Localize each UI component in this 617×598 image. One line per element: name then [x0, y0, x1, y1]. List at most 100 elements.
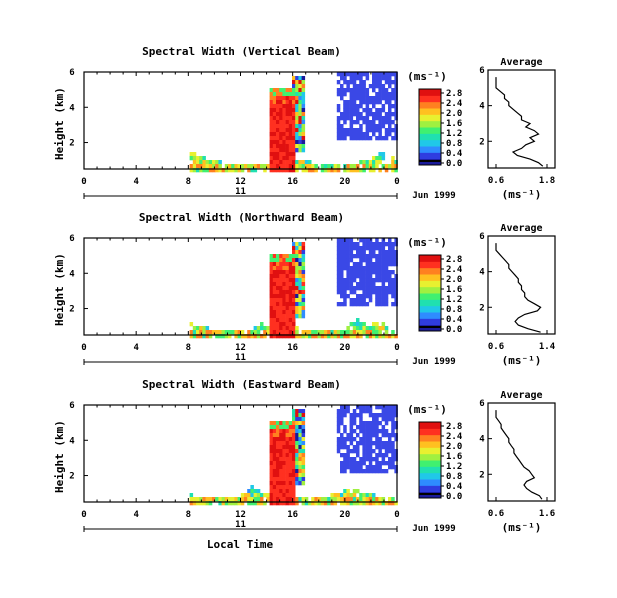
heatmap-cell — [189, 152, 194, 157]
heatmap-cell — [356, 270, 360, 275]
colorbar-segment — [419, 158, 441, 161]
colorbar-segment — [419, 426, 441, 429]
heatmap-cell — [272, 132, 277, 137]
heatmap-cell — [327, 330, 331, 335]
colorbar-segment — [419, 111, 441, 114]
heatmap-cell — [391, 429, 395, 434]
heatmap-cell — [362, 501, 366, 506]
heatmap-cell — [336, 421, 341, 426]
colorbar-tick-label: 2.4 — [446, 99, 463, 109]
heatmap-cell — [372, 270, 376, 275]
heatmap-cell — [189, 322, 194, 327]
heatmap-cell — [272, 88, 277, 93]
heatmap-cell — [192, 160, 197, 165]
heatmap-cell — [298, 274, 302, 279]
heatmap-cell — [269, 485, 274, 490]
heatmap-cell — [349, 465, 354, 470]
heatmap-cell — [288, 286, 293, 291]
heatmap-cell — [272, 477, 277, 482]
heatmap-cell — [253, 334, 258, 339]
heatmap-cell — [279, 96, 283, 101]
heatmap-cell — [288, 326, 293, 331]
heatmap-cell — [384, 429, 389, 434]
heatmap-cell — [375, 92, 379, 97]
heatmap-cell — [388, 433, 392, 438]
heatmap-cell — [336, 88, 341, 93]
heatmap-cell — [279, 461, 283, 466]
heatmap-cell — [384, 278, 389, 283]
heatmap-cell — [349, 278, 354, 283]
heatmap-cell — [391, 413, 395, 418]
heatmap-cell — [378, 278, 382, 283]
heatmap-cell — [276, 330, 280, 335]
heatmap-cell — [378, 262, 382, 267]
heatmap-cell — [381, 469, 386, 474]
heatmap-cell — [215, 334, 219, 339]
heatmap-cell — [301, 469, 306, 474]
heatmap-cell — [295, 278, 299, 283]
heatmap-cell — [372, 282, 376, 287]
heatmap-cell — [250, 168, 254, 173]
heatmap-cell — [372, 120, 376, 125]
heatmap-cell — [269, 326, 274, 331]
heatmap-cell — [362, 120, 366, 125]
heatmap-cell — [365, 421, 370, 426]
x-tick-label: 4 — [133, 510, 139, 520]
heatmap-cell — [330, 164, 334, 169]
heatmap-cell — [365, 100, 370, 105]
heatmap-cell — [272, 469, 277, 474]
heatmap-cell — [189, 493, 194, 498]
heatmap-cell — [343, 120, 347, 125]
heatmap-cell — [365, 433, 370, 438]
heatmap-cell — [301, 445, 306, 450]
heatmap-cell — [285, 501, 290, 506]
heatmap-cell — [288, 140, 293, 145]
heatmap-cell — [292, 168, 296, 173]
heatmap-cell — [279, 489, 283, 494]
heatmap-cell — [378, 437, 382, 442]
heatmap-cell — [205, 501, 210, 506]
heatmap-cell — [240, 334, 245, 339]
heatmap-cell — [295, 160, 299, 165]
heatmap-cell — [298, 306, 302, 311]
heatmap-cell — [298, 334, 302, 339]
heatmap-cell — [196, 168, 200, 173]
heatmap-cell — [365, 270, 370, 275]
heatmap-cell — [365, 425, 370, 430]
heatmap-cell — [324, 501, 328, 506]
heatmap-cell — [346, 334, 350, 339]
heatmap-cell — [346, 437, 350, 442]
heatmap-cell — [352, 80, 357, 85]
heatmap-cell — [365, 330, 370, 335]
colorbar-segment — [419, 125, 441, 128]
heatmap-cell — [388, 112, 392, 117]
heatmap-cell — [362, 92, 366, 97]
heatmap-cell — [343, 112, 347, 117]
heatmap-cell — [394, 421, 398, 426]
heatmap-cell — [288, 473, 293, 478]
heatmap-cell — [394, 258, 398, 263]
heatmap-cell — [279, 100, 283, 105]
colorbar-segment — [419, 300, 441, 303]
heatmap-cell — [346, 286, 350, 291]
heatmap-cell — [340, 409, 344, 414]
heatmap-cell — [285, 282, 290, 287]
heatmap-cell — [362, 433, 366, 438]
colorbar-segment — [419, 286, 441, 289]
heatmap-cell — [394, 80, 398, 85]
heatmap-cell — [279, 140, 283, 145]
heatmap-cell — [282, 481, 286, 486]
heatmap-cell — [301, 254, 306, 259]
heatmap-cell — [215, 164, 219, 169]
heatmap-cell — [359, 88, 363, 93]
heatmap-cell — [378, 112, 382, 117]
heatmap-cell — [336, 417, 341, 422]
heatmap-cell — [202, 168, 206, 173]
heatmap-cell — [346, 246, 350, 251]
heatmap-cell — [292, 437, 296, 442]
heatmap-cell — [295, 258, 299, 263]
heatmap-cell — [272, 258, 277, 263]
heatmap-cell — [330, 330, 334, 335]
heatmap-cell — [301, 417, 306, 422]
heatmap-cell — [362, 160, 366, 165]
